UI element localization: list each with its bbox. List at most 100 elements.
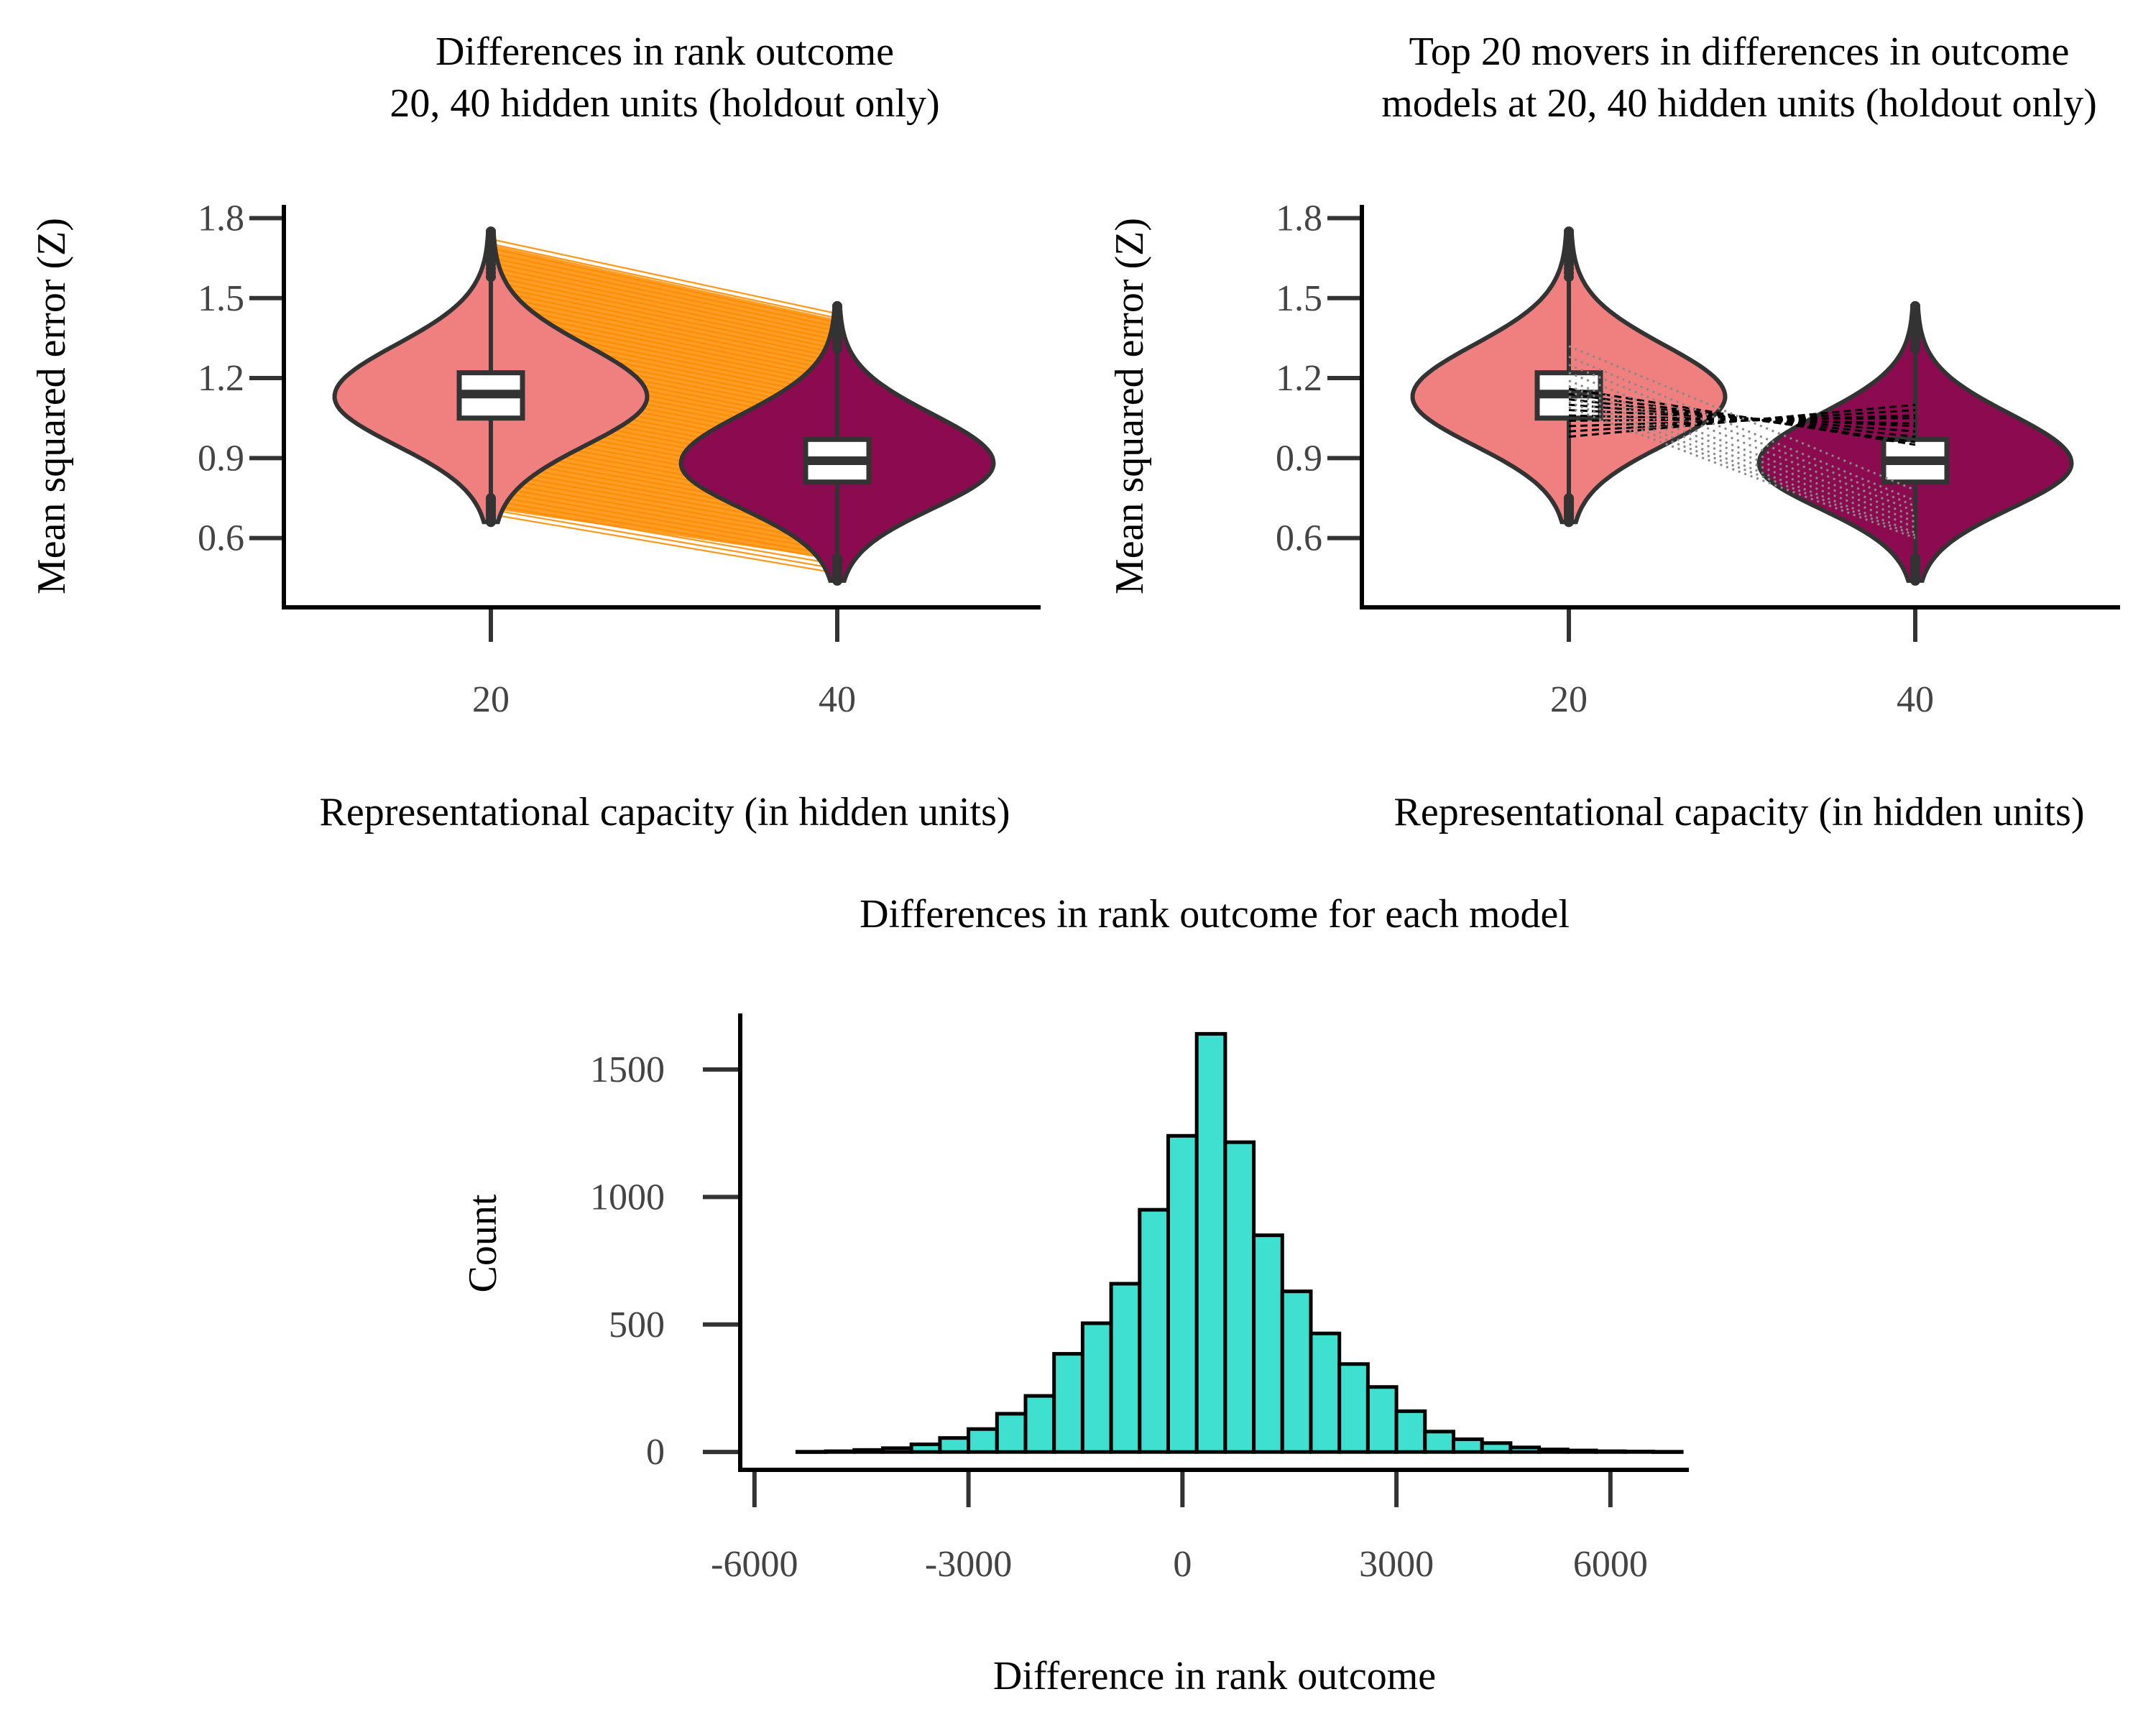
histogram-bar xyxy=(1337,1362,1370,1454)
x-tick-label: -3000 xyxy=(925,1544,1012,1585)
panel-left-ylabel: Mean squared error (Z) xyxy=(29,218,74,594)
y-tick-label: 500 xyxy=(609,1305,665,1346)
histogram-bar xyxy=(1138,1208,1170,1454)
histogram-bar xyxy=(1166,1133,1199,1454)
y-tick-label: 0.6 xyxy=(198,518,244,559)
y-tick-label: 0.6 xyxy=(1276,518,1322,559)
x-tick-label: 0 xyxy=(1173,1544,1192,1585)
x-tick-label: 40 xyxy=(1897,679,1934,720)
y-tick-label: 1.8 xyxy=(198,198,244,239)
y-ticks: 0 500 1000 1500 xyxy=(590,1049,740,1473)
y-tick-label: 1.8 xyxy=(1276,198,1322,239)
y-ticks: 0.6 0.9 1.2 1.5 1.8 xyxy=(198,198,284,559)
x-tick-label: 20 xyxy=(472,679,510,720)
x-ticks: -6000 -3000 0 3000 6000 xyxy=(711,1470,1648,1585)
x-tick-label: 40 xyxy=(819,679,856,720)
histogram-title: Differences in rank outcome for each mod… xyxy=(860,892,1570,937)
histogram-bar xyxy=(1508,1445,1542,1454)
x-ticks: 20 40 xyxy=(1550,607,1934,720)
histogram-bar xyxy=(909,1443,942,1454)
histogram-bar xyxy=(1565,1448,1598,1454)
histogram-ylabel: Count xyxy=(461,1194,505,1292)
paired-line xyxy=(490,481,838,543)
paired-line xyxy=(490,513,838,574)
paired-line xyxy=(490,485,838,548)
panel-left-title-line2: 20, 40 hidden units (holdout only) xyxy=(390,81,939,126)
mover-line-up xyxy=(1568,414,1916,425)
y-tick-label: 0.9 xyxy=(1276,438,1322,479)
outlier-point xyxy=(1564,272,1574,282)
mover-line-down xyxy=(1568,364,1916,507)
paired-line xyxy=(490,238,838,315)
mover-lines xyxy=(1568,345,1916,539)
mover-line-up xyxy=(1568,387,1916,446)
panel-left-violin: Differences in rank outcome 20, 40 hidde… xyxy=(29,29,1041,834)
histogram-bar xyxy=(1052,1352,1084,1454)
mover-line-down xyxy=(1568,356,1916,502)
violins xyxy=(1410,226,2074,586)
paired-line xyxy=(490,504,838,566)
mover-line-down xyxy=(1568,345,1916,492)
paired-line xyxy=(490,243,838,319)
histogram-bar xyxy=(938,1436,971,1454)
panel-right-violin: Top 20 movers in differences in outcome … xyxy=(1107,29,2120,834)
y-tick-label: 1.5 xyxy=(198,278,244,319)
y-tick-label: 1.5 xyxy=(1276,278,1322,319)
histogram-bar xyxy=(1223,1140,1256,1454)
paired-line xyxy=(490,280,838,354)
paired-line xyxy=(490,500,838,561)
histogram-bar xyxy=(1423,1430,1455,1454)
panel-right-title-line2: models at 20, 40 hidden units (holdout o… xyxy=(1381,81,2096,126)
outlier-point xyxy=(486,272,496,282)
outlier-point xyxy=(1564,493,1574,504)
x-tick-label: -6000 xyxy=(711,1544,798,1585)
outlier-point xyxy=(1910,553,1920,564)
histogram-bar xyxy=(1480,1441,1513,1454)
y-tick-label: 1000 xyxy=(590,1177,665,1218)
paired-line xyxy=(490,271,838,346)
paired-line xyxy=(490,490,838,552)
histogram-bar xyxy=(1394,1409,1427,1454)
histogram-bar xyxy=(1594,1449,1627,1454)
y-ticks: 0.6 0.9 1.2 1.5 1.8 xyxy=(1276,198,1362,559)
panel-left-title-line1: Differences in rank outcome xyxy=(436,29,894,74)
histogram-bar xyxy=(852,1448,885,1454)
outlier-point xyxy=(832,344,842,354)
x-ticks: 20 40 xyxy=(472,607,856,720)
histogram-bar xyxy=(1080,1321,1113,1454)
histogram-bar xyxy=(967,1427,999,1454)
paired-line xyxy=(490,266,838,341)
outlier-point xyxy=(832,553,842,564)
histogram-bar xyxy=(824,1449,857,1454)
histogram-bar xyxy=(1109,1282,1142,1454)
histogram-bar xyxy=(1651,1450,1684,1454)
histogram-bar xyxy=(1252,1233,1284,1454)
axes xyxy=(1360,205,2120,610)
y-tick-label: 1.2 xyxy=(1276,358,1322,399)
histogram-bar xyxy=(1537,1448,1570,1454)
histogram-bar xyxy=(795,1450,828,1454)
histogram-bar xyxy=(1309,1331,1342,1454)
paired-line xyxy=(490,494,838,557)
mover-line-down xyxy=(1568,372,1916,512)
violins xyxy=(332,226,996,586)
paired-line xyxy=(490,294,838,367)
outlier-point xyxy=(486,493,496,504)
paired-line xyxy=(490,299,838,372)
panel-right-title-line1: Top 20 movers in differences in outcome xyxy=(1409,29,2070,74)
panel-right-ylabel: Mean squared error (Z) xyxy=(1107,218,1152,594)
x-tick-label: 6000 xyxy=(1573,1544,1648,1585)
y-tick-label: 1.2 xyxy=(198,358,244,399)
paired-line xyxy=(490,285,838,359)
axes xyxy=(282,205,1041,610)
histogram-bar xyxy=(1623,1449,1655,1454)
panel-left-xlabel: Representational capacity (in hidden uni… xyxy=(319,790,1010,834)
histogram-bar xyxy=(1280,1289,1313,1454)
paired-line xyxy=(490,275,838,350)
axes xyxy=(738,1013,1689,1472)
y-tick-label: 0 xyxy=(646,1432,665,1473)
histogram-bar xyxy=(1023,1394,1056,1454)
paired-line xyxy=(490,290,838,363)
paired-line xyxy=(490,509,838,570)
